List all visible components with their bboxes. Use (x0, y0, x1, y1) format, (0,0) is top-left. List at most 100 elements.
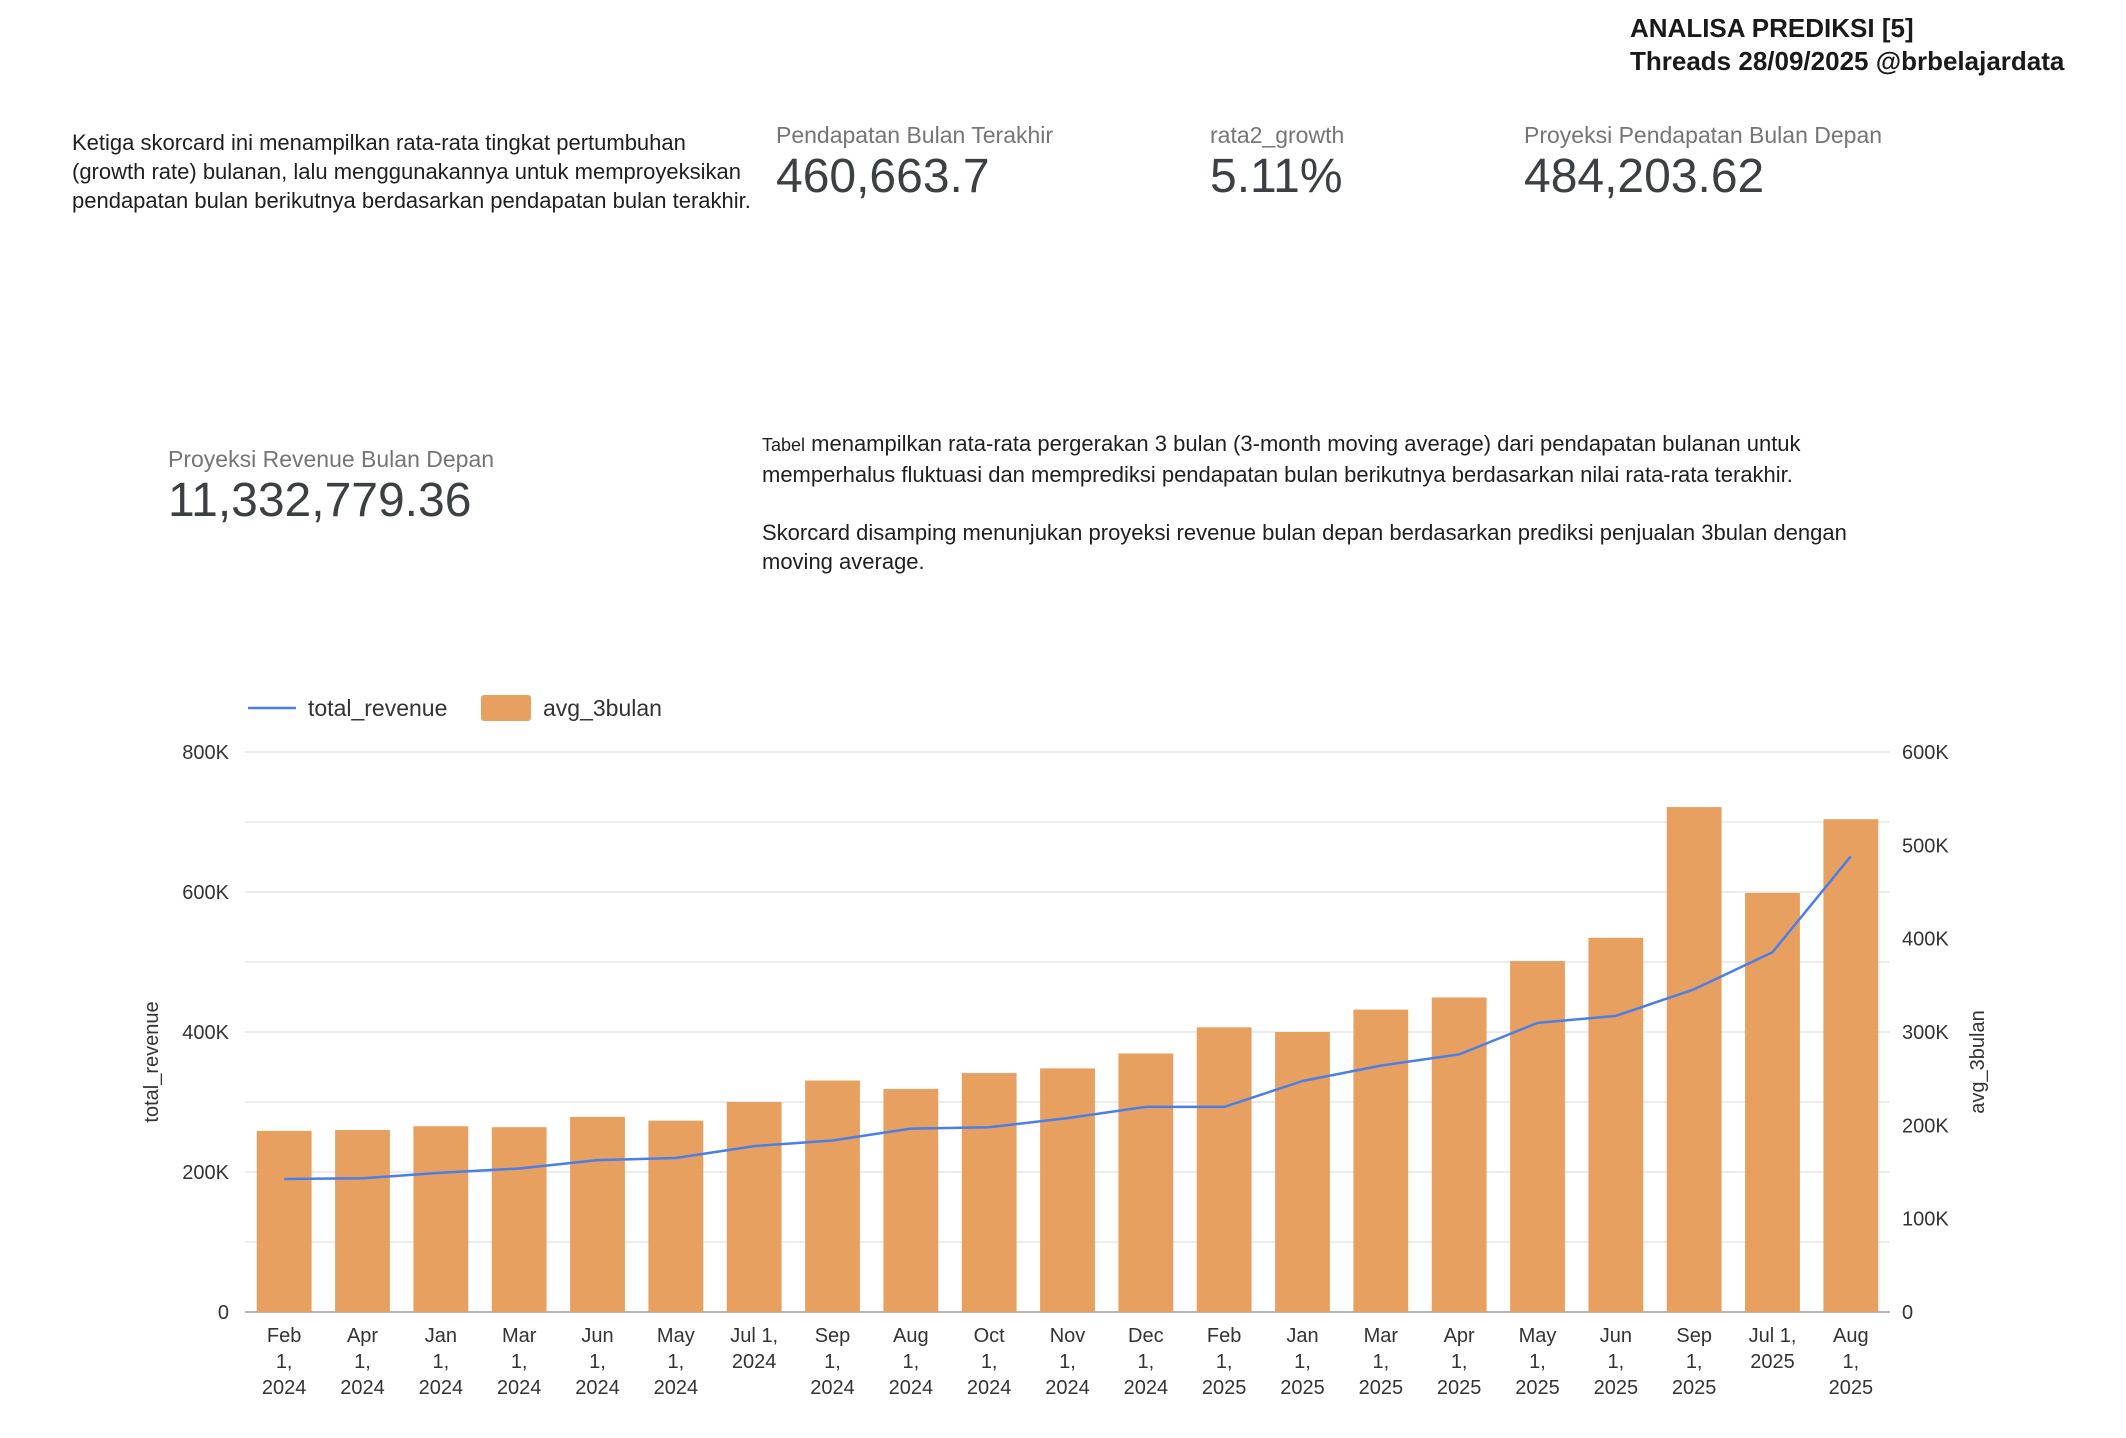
x-axis-tick-line: Jan (1286, 1325, 1318, 1347)
x-axis-tick-label: Nov 1, 2024 (1045, 1325, 1090, 1399)
total-revenue-line (284, 855, 1852, 1181)
scorecard-value: 5.11% (1210, 150, 1343, 203)
x-axis-tick-label: Oct 1, 2024 (967, 1325, 1012, 1399)
x-axis-tick-line: 2025 (1594, 1377, 1639, 1399)
right-axis-tick-label: 200K (1902, 1115, 1949, 1137)
avg-3bulan-bar (570, 1116, 625, 1312)
x-axis-tick-line: 1, (1686, 1351, 1703, 1373)
x-axis-tick-line: Aug (893, 1325, 929, 1347)
avg-3bulan-bar (726, 1102, 782, 1312)
right-axis-tick-label: 500K (1902, 835, 1949, 857)
x-axis-tick-line: 1, (1059, 1351, 1076, 1373)
avg-3bulan-bar (1588, 937, 1644, 1312)
left-axis-tick-label: 200K (182, 1162, 229, 1184)
x-axis-tick-line: 2025 (1829, 1377, 1874, 1399)
table-description-lead: Tabel (762, 435, 806, 455)
avg-3bulan-bar (1040, 1068, 1095, 1312)
report-header: ANALISA PREDIKSI [5] Threads 28/09/2025 … (1630, 12, 2064, 78)
table-description-paragraph: Tabel menampilkan rata-rata pergerakan 3… (762, 429, 1862, 489)
x-axis-tick-line: 2024 (262, 1377, 307, 1399)
x-axis-tick-label: Mar 1, 2024 (497, 1325, 542, 1399)
avg-3bulan-bar (1745, 892, 1800, 1312)
avg-3bulan-bar (335, 1130, 390, 1312)
right-axis-tick-label: 400K (1902, 929, 1949, 951)
scorecard-next-month-revenue-projection: Proyeksi Revenue Bulan Depan 11,332,779.… (168, 445, 494, 529)
x-axis-tick-label: Mar 1, 2025 (1359, 1325, 1404, 1399)
x-axis-tick-line: 2024 (654, 1377, 699, 1399)
x-axis-tick-line: 1, (902, 1351, 919, 1373)
x-axis-tick-label: Aug 1, 2025 (1829, 1325, 1874, 1399)
avg-3bulan-bar (1353, 1009, 1409, 1312)
scorecard-average-growth: rata2_growth 5.11% (1210, 121, 1344, 205)
x-axis-tick-label: Jul 1, 2024 (730, 1325, 778, 1373)
x-axis-tick-line: 1, (1216, 1351, 1233, 1373)
avg-3bulan-bar (1118, 1053, 1174, 1312)
x-axis-tick-line: 2024 (419, 1377, 464, 1399)
scorecard-next-month-projection: Proyeksi Pendapatan Bulan Depan 484,203.… (1524, 121, 1882, 205)
table-description-body: menampilkan rata-rata pergerakan 3 bulan… (762, 431, 1801, 487)
total-revenue-line-layer (284, 855, 1852, 1181)
x-axis-tick-line: 2025 (1280, 1377, 1325, 1399)
x-axis-tick-line: 1, (432, 1351, 449, 1373)
avg-3bulan-bar (413, 1126, 469, 1312)
avg-3bulan-bar (1196, 1027, 1252, 1312)
scorecard-label: Pendapatan Bulan Terakhir (776, 122, 1054, 148)
report-title: ANALISA PREDIKSI [5] (1630, 13, 1914, 43)
avg-3bulan-bar (1275, 1032, 1330, 1312)
x-axis-tick-line: 2024 (340, 1377, 385, 1399)
x-axis-tick-label: Jan 1, 2025 (1280, 1325, 1325, 1399)
intro-description: Ketiga skorcard ini menampilkan rata-rat… (72, 130, 751, 213)
x-axis-tick-line: May (1519, 1325, 1557, 1347)
scorecard-label: Proyeksi Pendapatan Bulan Depan (1524, 122, 1883, 148)
x-axis-tick-label: May 1, 2024 (654, 1325, 699, 1399)
x-axis-tick-line: Jul 1, (1749, 1325, 1797, 1347)
x-axis-tick-line: Mar (1364, 1325, 1399, 1347)
x-axis-tick-line: Feb (1207, 1325, 1241, 1347)
x-axis-tick-line: 1, (1294, 1351, 1311, 1373)
scorecard-value: 11,332,779.36 (168, 474, 472, 527)
right-axis-tick-label: 300K (1902, 1022, 1949, 1044)
scorecard-label: rata2_growth (1210, 122, 1345, 148)
avg-3bulan-bar (1431, 997, 1487, 1312)
x-axis-tick-line: 2024 (575, 1377, 620, 1399)
x-axis-tick-line: Jul 1, (730, 1325, 778, 1347)
scorecard-last-month-revenue: Pendapatan Bulan Terakhir 460,663.7 (776, 121, 1053, 205)
x-axis-tick-line: Feb (267, 1325, 301, 1347)
legend: total_revenue avg_3bulan (248, 695, 662, 721)
x-axis-tick-line: 1, (589, 1351, 606, 1373)
x-axis-tick-line: 2025 (1515, 1377, 1560, 1399)
scorecard-description-paragraph: Skorcard disamping menunjukan proyeksi r… (762, 520, 1847, 574)
x-axis-tick-label: Aug 1, 2024 (889, 1325, 934, 1399)
scorecard-value: 460,663.7 (776, 150, 990, 203)
x-axis-tick-label: May 1, 2025 (1515, 1325, 1560, 1399)
avg-3bulan-bars (256, 807, 1879, 1312)
x-axis-tick-line: Nov (1050, 1325, 1086, 1347)
legend-label-avg-3bulan: avg_3bulan (543, 695, 662, 721)
x-axis-tick-label: Jan 1, 2024 (419, 1325, 464, 1399)
x-axis-tick-line: Dec (1128, 1325, 1164, 1347)
x-axis-tick-line: Jun (1600, 1325, 1632, 1347)
x-axis-tick-line: 2024 (1124, 1377, 1169, 1399)
avg-3bulan-bar (1510, 961, 1565, 1312)
x-axis-tick-line: 2024 (497, 1377, 542, 1399)
x-axis-tick-line: Jun (581, 1325, 613, 1347)
x-axis-tick-line: 2025 (1202, 1377, 1247, 1399)
x-axis-tick-line: 2024 (732, 1351, 777, 1373)
avg-3bulan-bar (1666, 807, 1722, 1312)
right-axis-title: avg_3bulan (1967, 1010, 1989, 1113)
x-axis-tick-line: Sep (1676, 1325, 1712, 1347)
x-axis-tick-line: 1, (1372, 1351, 1389, 1373)
x-axis-tick-label: Sep 1, 2024 (810, 1325, 855, 1399)
left-axis-tick-label: 400K (182, 1022, 229, 1044)
x-axis-tick-line: 1, (1842, 1351, 1859, 1373)
avg-3bulan-bar (1823, 819, 1879, 1312)
x-axis-tick-line: Mar (502, 1325, 537, 1347)
x-axis-tick-line: 2024 (889, 1377, 934, 1399)
avg-3bulan-bar (883, 1088, 939, 1312)
avg-3bulan-bar (256, 1130, 312, 1312)
left-axis-tick-label: 800K (182, 742, 229, 764)
left-axis-tick-label: 600K (182, 882, 229, 904)
x-axis-tick-line: 1, (1451, 1351, 1468, 1373)
x-axis-tick-line: 1, (276, 1351, 293, 1373)
table-description: Tabel menampilkan rata-rata pergerakan 3… (762, 429, 1862, 576)
